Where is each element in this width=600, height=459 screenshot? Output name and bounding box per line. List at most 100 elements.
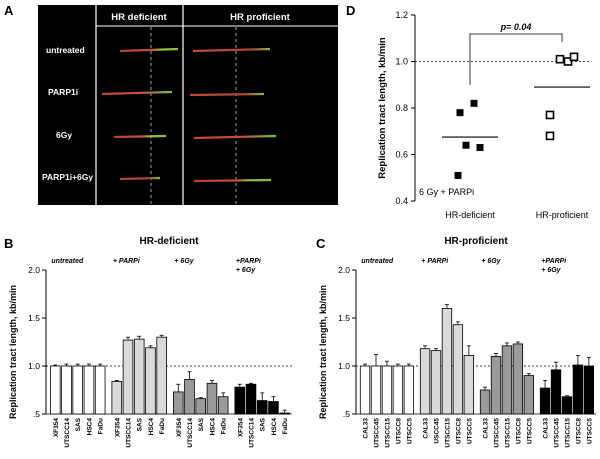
chart-b: HR-deficient .5 1.0 1.5 2.0 Replication tract… xyxy=(0,232,300,459)
chart-c: HR-proficient .5 1.0 1.5 2.0 Replication trac… xyxy=(312,232,600,459)
group-label: + 6Gy xyxy=(481,258,501,265)
x-tick-label: UTSCC15 xyxy=(504,418,511,448)
group-label: + 6Gy xyxy=(541,267,561,274)
dna-fiber xyxy=(193,178,272,183)
bar xyxy=(572,364,584,415)
y-tick-label: 1.5 xyxy=(28,313,40,323)
micro-row-label: 6Gy xyxy=(56,130,72,140)
panel-b-label: B xyxy=(4,236,14,251)
group-label: + 6Gy xyxy=(236,267,256,274)
bar xyxy=(156,336,167,415)
dna-fiber xyxy=(192,47,271,53)
group-label: + 6Gy xyxy=(174,258,194,265)
panel-a-label: A xyxy=(4,3,14,18)
y-tick-label: 1.5 xyxy=(338,313,350,323)
x-tick-label: UTSCC5 xyxy=(586,418,593,444)
micro-col-header: HR deficient xyxy=(111,12,167,23)
x-tick-label: SAS xyxy=(260,417,267,431)
micro-row-label: PARP1i+6Gy xyxy=(42,172,93,182)
data-point-open xyxy=(545,131,555,141)
bar xyxy=(583,365,595,415)
x-tick-label: CAL33 xyxy=(543,418,550,439)
bar xyxy=(49,365,61,415)
bar xyxy=(381,365,393,415)
micro-row-label: untreated xyxy=(46,45,85,55)
bar xyxy=(206,382,218,415)
x-tick-label: UTSCC45 xyxy=(494,418,501,448)
bar xyxy=(479,389,491,415)
data-point-open xyxy=(569,52,579,62)
micrograph-panel: HR deficient HR proficient untreated PAR… xyxy=(38,5,338,205)
x-category-label: HR-deficient xyxy=(445,210,495,220)
dna-fiber xyxy=(119,176,161,181)
bar xyxy=(234,386,246,415)
bar xyxy=(441,308,453,415)
y-tick-label: 0.4 xyxy=(395,196,408,206)
chart-b-svg: HR-deficient .5 1.0 1.5 2.0 Replication tract… xyxy=(8,236,292,448)
x-tick-label: FaDu xyxy=(221,418,228,434)
x-tick-label: SAS xyxy=(198,417,205,431)
data-point-open xyxy=(555,54,565,64)
chart-d-svg: 0.4 0.6 0.8 1.0 1.2 Replication tract length,… xyxy=(377,10,590,220)
data-point-open xyxy=(545,110,555,120)
x-tick-label: UTSCC15 xyxy=(384,418,391,448)
y-axis-title: Replication tract length, kb/min xyxy=(8,285,18,419)
x-tick-label: HSC4 xyxy=(86,418,93,436)
bar xyxy=(490,356,502,415)
x-tick-label: USCC45 xyxy=(434,418,441,444)
bar xyxy=(430,350,442,415)
x-tick-label: HSC4 xyxy=(209,418,216,436)
y-axis-title: Replication tract length, kb/min xyxy=(377,37,388,179)
x-tick-label: UTSCC8 xyxy=(575,418,582,444)
bar xyxy=(61,365,72,415)
data-point-filled xyxy=(470,99,478,107)
x-tick-label: XF354 xyxy=(53,418,60,438)
x-tick-label: UTSCC14 xyxy=(126,418,133,448)
bar xyxy=(463,355,475,415)
x-tick-label: CAL33 xyxy=(483,418,490,439)
bar xyxy=(452,324,464,415)
group-label: +PARPi xyxy=(541,258,567,265)
y-tick-label: 1.2 xyxy=(395,10,408,20)
bar xyxy=(419,348,431,415)
x-tick-label: XF354 xyxy=(114,418,121,438)
x-tick-label: UTSCC15 xyxy=(564,418,571,448)
group-label: + PARPi xyxy=(113,258,141,265)
bar xyxy=(512,343,524,415)
x-tick-label: UTSCC14 xyxy=(64,418,71,448)
bar xyxy=(523,375,535,415)
x-tick-label: FaDu xyxy=(282,418,289,434)
x-tick-label: CAL33 xyxy=(423,418,430,439)
bar xyxy=(111,380,123,415)
x-tick-label: UTSCC15 xyxy=(444,418,451,448)
x-tick-label: FaDu xyxy=(98,418,105,434)
x-tick-label: HSC4 xyxy=(271,418,278,436)
bar xyxy=(392,365,404,415)
y-tick-label: 0.6 xyxy=(395,150,408,160)
chart-d: 0.4 0.6 0.8 1.0 1.2 Replication tract length,… xyxy=(340,0,600,225)
group-label: untreated xyxy=(361,258,394,265)
x-tick-label: UTSCC14 xyxy=(249,418,256,448)
chart-title: HR-proficient xyxy=(444,236,508,247)
y-tick-label: .5 xyxy=(343,409,350,419)
group-label: + PARPi xyxy=(421,258,449,265)
panel-d-label: D xyxy=(346,3,356,18)
dna-fiber xyxy=(101,90,173,96)
x-tick-label: CAL33 xyxy=(363,418,370,439)
bar xyxy=(217,396,229,415)
bar xyxy=(245,383,257,415)
x-tick-label: XF354 xyxy=(176,418,183,438)
x-tick-label: SAS xyxy=(137,417,144,431)
bar xyxy=(195,398,207,415)
data-point-filled xyxy=(454,171,462,179)
bar xyxy=(539,387,551,415)
panel-c-label: C xyxy=(316,236,326,251)
p-value-label: p= 0.04 xyxy=(500,22,532,32)
x-tick-label: UTSCC5 xyxy=(466,418,473,444)
x-tick-label: XF354 xyxy=(237,418,244,438)
data-point-open xyxy=(563,57,573,66)
bar xyxy=(172,391,184,415)
bar xyxy=(268,401,279,415)
dna-fiber xyxy=(119,47,179,53)
bar xyxy=(145,347,156,415)
